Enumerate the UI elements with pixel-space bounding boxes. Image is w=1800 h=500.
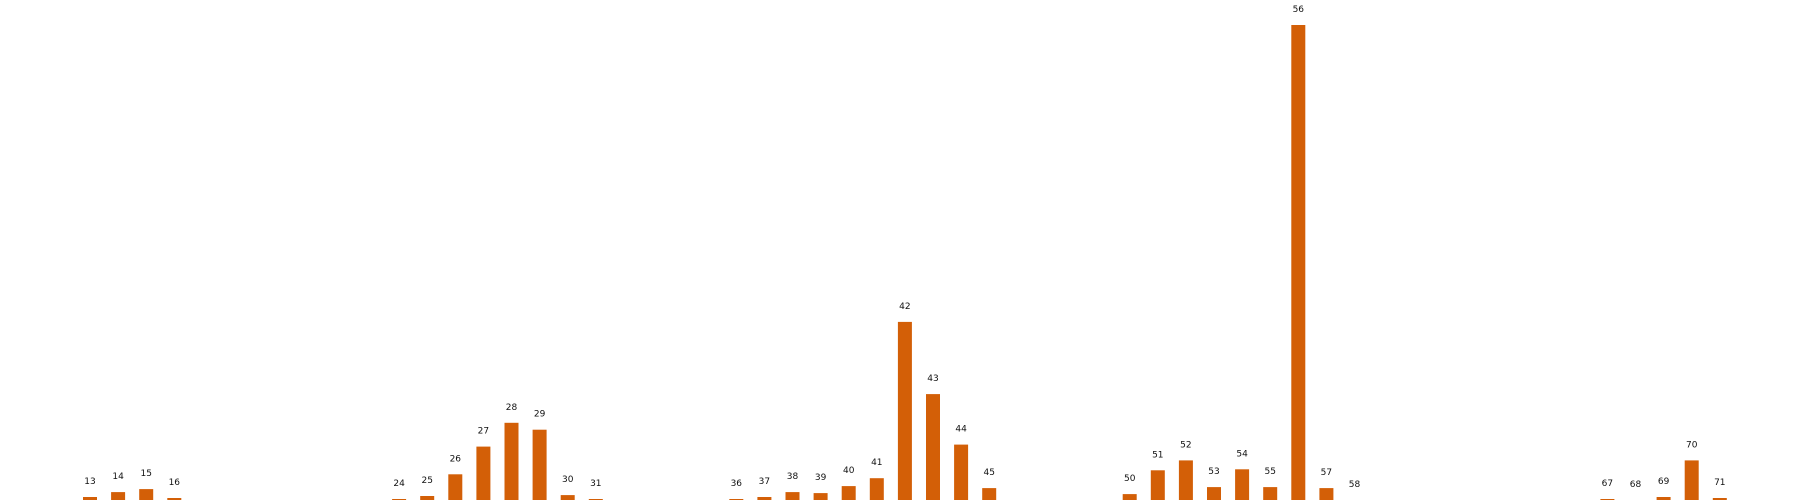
bar-label-52: 52 — [1180, 440, 1191, 450]
bar-37 — [757, 497, 772, 500]
bar-label-51: 51 — [1152, 450, 1163, 460]
bar-29 — [532, 429, 547, 500]
bar-43 — [926, 394, 940, 500]
bar-label-71: 71 — [1714, 478, 1725, 488]
bar-13 — [83, 497, 97, 500]
bar-label-70: 70 — [1686, 440, 1698, 450]
bar-series — [83, 25, 1727, 500]
bar-56 — [1291, 25, 1306, 500]
bar-39 — [813, 493, 828, 500]
bar-label-14: 14 — [112, 472, 124, 482]
bar-label-44: 44 — [955, 425, 967, 435]
bar-16 — [167, 498, 182, 500]
bar-42 — [897, 321, 912, 500]
bar-53 — [1207, 487, 1221, 500]
bar-69 — [1656, 497, 1671, 500]
bar-26 — [448, 474, 463, 500]
bar-label-28: 28 — [506, 403, 518, 413]
bar-label-38: 38 — [787, 472, 799, 482]
bar-45 — [982, 488, 997, 500]
bar-label-50: 50 — [1124, 474, 1136, 484]
bar-label-40: 40 — [843, 466, 855, 476]
bar-25 — [420, 496, 435, 500]
bar-51 — [1150, 470, 1165, 500]
bar-label-54: 54 — [1236, 449, 1248, 459]
bar-label-series: 13 14 15 16 24 25 26 27 28 29 30 31 36 37 38 39 40 41 42 43… — [84, 5, 1725, 490]
bar-label-68: 68 — [1630, 480, 1642, 490]
bar-54 — [1235, 469, 1250, 500]
bar-14 — [111, 492, 126, 500]
bar-label-45: 45 — [983, 468, 994, 478]
bar-40 — [841, 486, 856, 500]
bar-label-41: 41 — [871, 458, 882, 468]
bar-52 — [1178, 460, 1193, 500]
bar-label-13: 13 — [84, 477, 95, 487]
bar-30 — [560, 495, 575, 500]
bar-70 — [1684, 460, 1699, 500]
bar-label-69: 69 — [1658, 477, 1670, 487]
bar-label-25: 25 — [421, 476, 432, 486]
bar-55 — [1263, 487, 1278, 500]
bar-71 — [1712, 498, 1727, 500]
bar-50 — [1122, 494, 1137, 500]
bar-label-43: 43 — [927, 374, 938, 384]
bar-label-56: 56 — [1293, 5, 1305, 15]
bar-27 — [476, 446, 491, 500]
bar-label-58: 58 — [1349, 480, 1361, 490]
bar-label-31: 31 — [590, 479, 601, 489]
bar-41 — [869, 478, 884, 500]
bar-label-55: 55 — [1264, 467, 1275, 477]
bar-label-27: 27 — [478, 427, 489, 437]
bar-label-29: 29 — [534, 410, 546, 420]
bar-57 — [1319, 488, 1334, 500]
bar-label-42: 42 — [899, 302, 910, 312]
bar-label-15: 15 — [140, 469, 151, 479]
bar-label-36: 36 — [731, 479, 743, 489]
bar-label-67: 67 — [1602, 479, 1613, 489]
bar-label-57: 57 — [1321, 468, 1332, 478]
bar-label-39: 39 — [815, 473, 827, 483]
bar-label-24: 24 — [393, 479, 405, 489]
bar-label-30: 30 — [562, 475, 574, 485]
bar-15 — [139, 489, 154, 500]
bar-44 — [954, 444, 969, 500]
bar-label-37: 37 — [759, 477, 770, 487]
bar-label-53: 53 — [1208, 467, 1219, 477]
bar-label-26: 26 — [450, 454, 462, 464]
bar-38 — [785, 492, 800, 500]
bar-28 — [504, 422, 519, 500]
bar-label-16: 16 — [169, 478, 181, 488]
